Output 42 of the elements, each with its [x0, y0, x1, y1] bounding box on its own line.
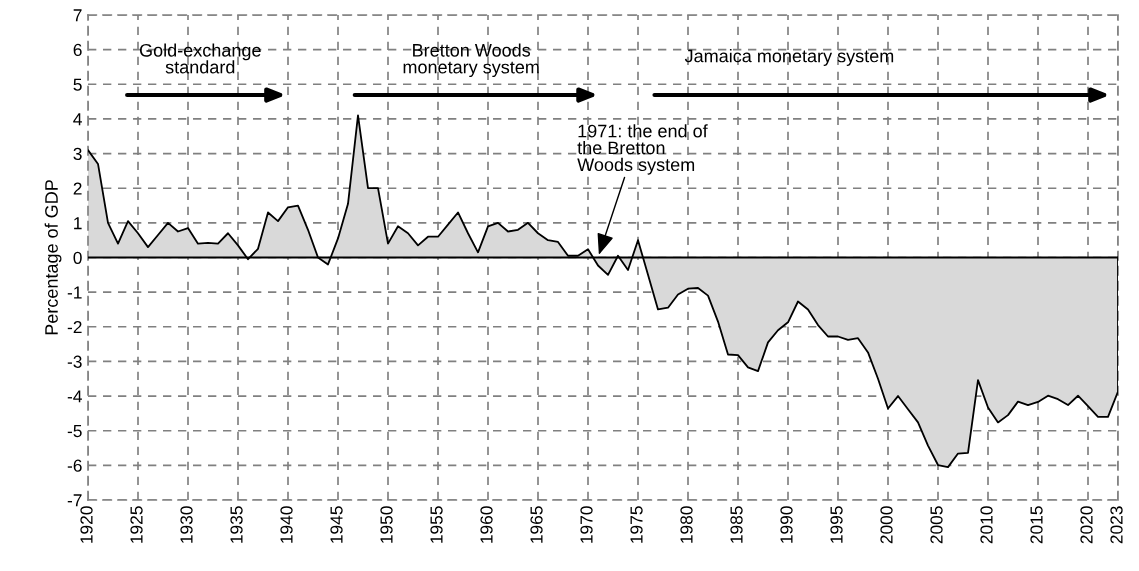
x-tick-label: 1920 [80, 506, 93, 543]
y-tick-label: -7 [67, 494, 82, 507]
y-tick-label: 0 [73, 251, 82, 264]
y-tick-label: -3 [67, 355, 82, 368]
y-axis-title: Percentage of GDP [44, 180, 62, 335]
y-tick-label: -4 [67, 390, 82, 403]
y-tick-label: 6 [73, 43, 82, 57]
x-tick-label: 1995 [830, 506, 843, 543]
y-tick-label: 2 [73, 182, 82, 195]
y-tick-label: 4 [73, 113, 82, 126]
y-tick-label: -2 [67, 320, 82, 334]
x-tick-label: 1925 [130, 506, 143, 543]
annotation: Jamaica monetary system [684, 49, 894, 66]
annotation: 1971: the end of the Bretton Woods system [577, 124, 708, 175]
x-tick-label: 1950 [380, 506, 393, 543]
x-tick-label: 1945 [330, 506, 343, 543]
x-tick-label: 2000 [880, 506, 893, 544]
y-tick-label: -1 [67, 286, 82, 299]
x-tick-label: 2010 [980, 506, 993, 544]
y-tick-label: 3 [73, 147, 82, 161]
y-tick-label: 5 [73, 78, 82, 91]
x-tick-label: 1990 [780, 506, 793, 543]
x-tick-label: 1975 [630, 506, 643, 543]
x-tick-label: 1935 [230, 506, 243, 543]
annotation: Gold-exchange standard [139, 43, 261, 74]
x-tick-label: 1970 [580, 506, 593, 543]
y-tick-label: -6 [67, 459, 82, 472]
x-tick-label: 1965 [530, 506, 543, 543]
y-tick-label: 1 [74, 217, 82, 230]
y-tick-label: -5 [67, 425, 82, 438]
x-tick-label: 2015 [1030, 506, 1043, 544]
annotation: Bretton Woods monetary system [403, 43, 539, 78]
x-tick-label: 1940 [280, 506, 293, 543]
x-tick-label: 1930 [180, 506, 193, 543]
x-tick-label: 1960 [480, 506, 493, 543]
x-tick-label: 1955 [430, 506, 443, 543]
x-tick-label: 2023 [1110, 506, 1123, 544]
x-tick-label: 2020 [1080, 506, 1093, 544]
x-tick-label: 2005 [930, 506, 943, 544]
y-tick-label: 7 [73, 9, 82, 22]
x-tick-label: 1980 [680, 506, 693, 543]
x-tick-label: 1985 [730, 506, 743, 543]
